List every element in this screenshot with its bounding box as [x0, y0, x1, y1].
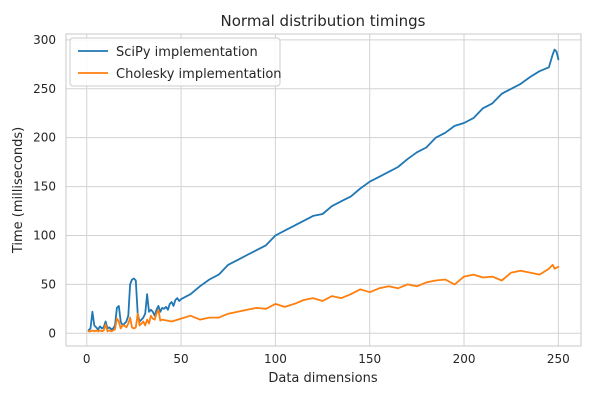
x-tick-label: 50 [173, 352, 188, 366]
plot-frame [65, 33, 582, 347]
x-tick-label: 100 [264, 352, 287, 366]
series-line-cholesky [87, 263, 560, 333]
y-axis-label: Time (milliseconds) [11, 127, 26, 254]
legend-label-scipy: SciPy implementation [116, 45, 258, 60]
legend: SciPy implementation Cholesky implementa… [69, 37, 282, 87]
y-tick-label: 200 [33, 131, 56, 145]
y-tick-label: 250 [33, 82, 56, 96]
x-axis-label: Data dimensions [268, 371, 378, 386]
y-tick-label: 0 [48, 326, 56, 340]
legend-label-cholesky: Cholesky implementation [116, 67, 282, 82]
y-tick-label: 50 [41, 277, 56, 291]
y-tick-label: 300 [33, 33, 56, 47]
x-tick-label: 250 [547, 352, 570, 366]
chart-title: Normal distribution timings [221, 12, 426, 30]
x-tick-label: 200 [453, 352, 476, 366]
legend-box [69, 37, 281, 87]
y-tick-label: 150 [33, 180, 56, 194]
series-line-scipy [87, 48, 560, 332]
y-tick-label: 100 [33, 228, 56, 242]
tick-labels: 0 50 100 150 200 250 0 50 100 150 200 250 300 [33, 33, 570, 366]
x-tick-label: 0 [83, 352, 91, 366]
series-layer [87, 48, 560, 333]
x-tick-label: 150 [358, 352, 381, 366]
